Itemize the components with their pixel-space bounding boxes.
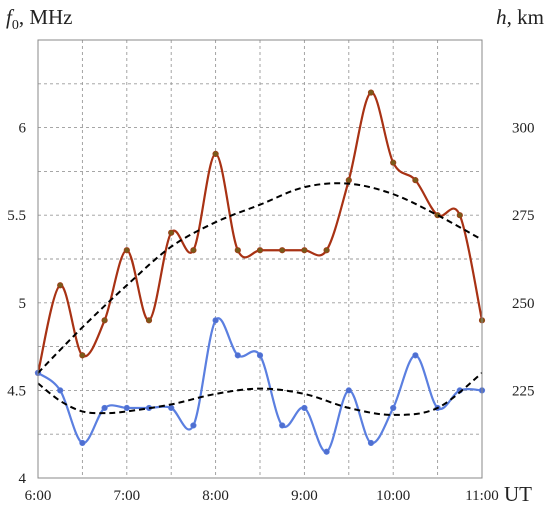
axes	[37, 39, 483, 479]
series-0-point	[390, 159, 397, 166]
x-tick-label: 7:00	[113, 488, 140, 504]
x-tick-label: 11:00	[465, 488, 499, 504]
x-tick-label: 8:00	[202, 488, 229, 504]
series-0-point	[123, 247, 130, 254]
series-0-point	[212, 150, 219, 157]
y-left-axis-label: f0, MHz	[6, 5, 73, 33]
series-1-point	[101, 404, 108, 412]
series-1-point	[412, 352, 419, 359]
series-0-point	[323, 247, 330, 254]
series-1-point	[323, 448, 330, 455]
series-1-point	[190, 422, 197, 429]
series-0-point	[367, 89, 375, 96]
y-right-axis-label: h, km	[496, 5, 544, 29]
series-0-point	[101, 317, 108, 324]
y-left-tick-label: 4	[19, 471, 27, 487]
x-tick-label: 6:00	[25, 488, 52, 504]
series-1-point	[212, 317, 219, 324]
y-left-tick-label: 5	[19, 296, 27, 312]
series-1-point	[367, 439, 375, 447]
y-right-tick-label: 275	[512, 208, 535, 224]
series-3-line	[37, 372, 483, 416]
series-0-point	[256, 247, 264, 254]
x-tick-label: 10:00	[376, 488, 410, 504]
series-0-point	[412, 177, 419, 184]
plot-frame	[37, 39, 483, 479]
series-1-point	[123, 404, 130, 412]
series-0-point	[57, 282, 64, 289]
series-1-point	[57, 387, 64, 394]
series-0-point	[456, 212, 463, 219]
y-right-tick-label: 250	[512, 296, 535, 312]
series-0-point	[145, 317, 153, 324]
series-0-point	[301, 247, 308, 254]
x-tick-label: 9:00	[291, 488, 318, 504]
series-1-point	[256, 352, 264, 359]
series-0-point	[234, 247, 241, 254]
series-0-point	[168, 229, 175, 236]
series-layer	[34, 89, 486, 455]
y-left-tick-label: 4.5	[7, 383, 26, 399]
y-left-tick-label: 5.5	[7, 208, 26, 224]
labels: 4 4.5 5 5.5 6 225 250 275 300 6:00 7:00 8:00 9:00 10:…	[6, 5, 544, 506]
series-0-point	[79, 352, 86, 359]
series-1-point	[234, 352, 241, 359]
series-1-point	[168, 404, 175, 412]
series-1-point	[301, 404, 308, 412]
y-right-tick-label: 225	[512, 383, 535, 399]
series-1-point	[279, 422, 286, 429]
series-0-point	[345, 177, 352, 184]
series-1-point	[390, 404, 397, 412]
series-2-line	[37, 182, 483, 374]
series-0-point	[279, 247, 286, 254]
series-1-point	[345, 387, 352, 394]
x-axis-label: UT	[504, 482, 532, 506]
y-right-tick-label: 300	[512, 121, 535, 137]
series-0-point	[190, 247, 197, 254]
series-1-point	[79, 439, 86, 447]
grid	[38, 40, 482, 478]
y-left-tick-label: 6	[19, 121, 27, 137]
